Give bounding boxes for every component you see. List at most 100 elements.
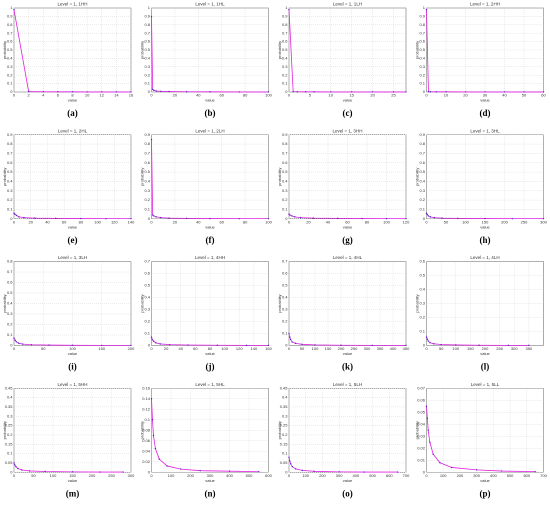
y-tick-label: 0.8: [7, 259, 13, 264]
point: [312, 217, 315, 219]
y-tick-label: 0.8: [419, 22, 425, 27]
point: [542, 217, 545, 220]
point: [13, 462, 15, 464]
curve: [288, 213, 406, 220]
y-tick-label: 0.35: [280, 404, 289, 409]
point: [151, 88, 154, 91]
point: [15, 341, 18, 343]
point: [130, 344, 132, 347]
x-axis-label: value: [205, 98, 215, 103]
y-tick-label: 0.1: [7, 451, 13, 456]
x-tick-label: 0: [13, 473, 16, 478]
x-tick-label: 40: [45, 219, 50, 224]
point: [439, 461, 441, 464]
point: [209, 217, 211, 220]
y-tick-label: 0.7: [144, 259, 150, 264]
point: [445, 91, 447, 93]
curve: [151, 398, 259, 473]
point: [425, 336, 428, 338]
y-tick-label: 0.2: [282, 197, 288, 202]
x-tick-label: 0: [150, 473, 153, 478]
chart-title: Level = 1, 5LL: [471, 382, 500, 387]
x-tick-label: 20: [164, 346, 169, 351]
point: [426, 338, 429, 340]
y-axis-label: probability: [415, 168, 420, 186]
curve: [426, 212, 544, 220]
point: [150, 138, 153, 141]
point: [296, 91, 299, 93]
chart-title: Level = 1, 1HH: [58, 2, 88, 7]
y-tick-label: 0: [423, 89, 426, 94]
x-tick-label: 200: [501, 219, 508, 224]
x-tick-label: 100: [383, 219, 390, 224]
x-tick-label: 20: [173, 219, 178, 224]
x-axis-label: value: [68, 224, 78, 229]
x-tick-label: 10: [444, 93, 449, 98]
point: [168, 217, 170, 219]
point: [427, 215, 430, 217]
y-tick-label: 0: [148, 216, 151, 221]
point: [22, 343, 24, 345]
y-tick-label: 0.9: [419, 132, 425, 137]
x-tick-label: 200: [338, 346, 345, 351]
curve: [151, 16, 269, 93]
point: [155, 216, 157, 218]
x-axis-label: value: [68, 351, 78, 356]
point: [158, 458, 160, 460]
y-tick-label: 0.3: [144, 188, 150, 193]
x-tick-label: 400: [390, 346, 397, 351]
y-axis-label: probability: [277, 294, 282, 312]
x-tick-label: 80: [243, 219, 248, 224]
y-tick-label: 0.1: [7, 206, 13, 211]
y-tick-label: 0.2: [419, 197, 425, 202]
x-tick-label: 140: [128, 219, 135, 224]
y-tick-label: 1: [423, 5, 426, 10]
x-axis-label: value: [205, 351, 215, 356]
x-axis-label: value: [343, 478, 353, 483]
x-tick-label: 250: [496, 346, 503, 351]
y-axis-label: probability: [415, 41, 420, 59]
x-tick-label: 700: [540, 473, 547, 478]
x-tick-label: 100: [440, 473, 447, 478]
x-tick-label: 300: [473, 473, 480, 478]
y-tick-label: 0.3: [282, 188, 288, 193]
point: [21, 469, 23, 471]
point: [152, 434, 155, 437]
point: [99, 471, 101, 473]
y-axis-label: probability: [277, 421, 282, 439]
caption: (j): [206, 362, 215, 372]
y-tick-label: 0.02: [417, 445, 426, 450]
point: [425, 8, 428, 11]
point: [15, 214, 18, 217]
x-tick-label: 500: [246, 473, 253, 478]
point: [405, 217, 407, 220]
point: [14, 213, 16, 215]
chart-title: Level = 1, 4LH: [470, 255, 499, 260]
x-tick-label: 60: [541, 93, 546, 98]
x-tick-label: 50: [522, 93, 527, 98]
point: [267, 217, 270, 220]
y-axis-label: probability: [2, 168, 7, 186]
point: [160, 90, 162, 93]
x-tick-label: 60: [193, 346, 198, 351]
point: [101, 344, 103, 347]
point: [288, 8, 290, 11]
y-tick-label: 0.6: [282, 271, 288, 276]
curve: [426, 336, 529, 346]
y-tick-label: 0.3: [282, 307, 288, 312]
x-tick-label: 40: [196, 219, 201, 224]
point: [289, 214, 291, 216]
point: [301, 343, 303, 345]
point: [405, 91, 407, 93]
x-tick-label: 0: [288, 93, 291, 98]
x-tick-label: 100: [452, 346, 459, 351]
x-tick-label: 200: [187, 473, 194, 478]
y-tick-label: 0.4: [144, 295, 150, 300]
y-tick-label: 0.5: [419, 169, 425, 174]
point: [17, 467, 19, 470]
y-tick-label: 0.5: [7, 290, 13, 295]
point: [228, 470, 231, 472]
point: [405, 344, 407, 347]
x-tick-label: 0: [150, 219, 153, 224]
chart-title: Level = 1, 1HL: [195, 2, 225, 7]
